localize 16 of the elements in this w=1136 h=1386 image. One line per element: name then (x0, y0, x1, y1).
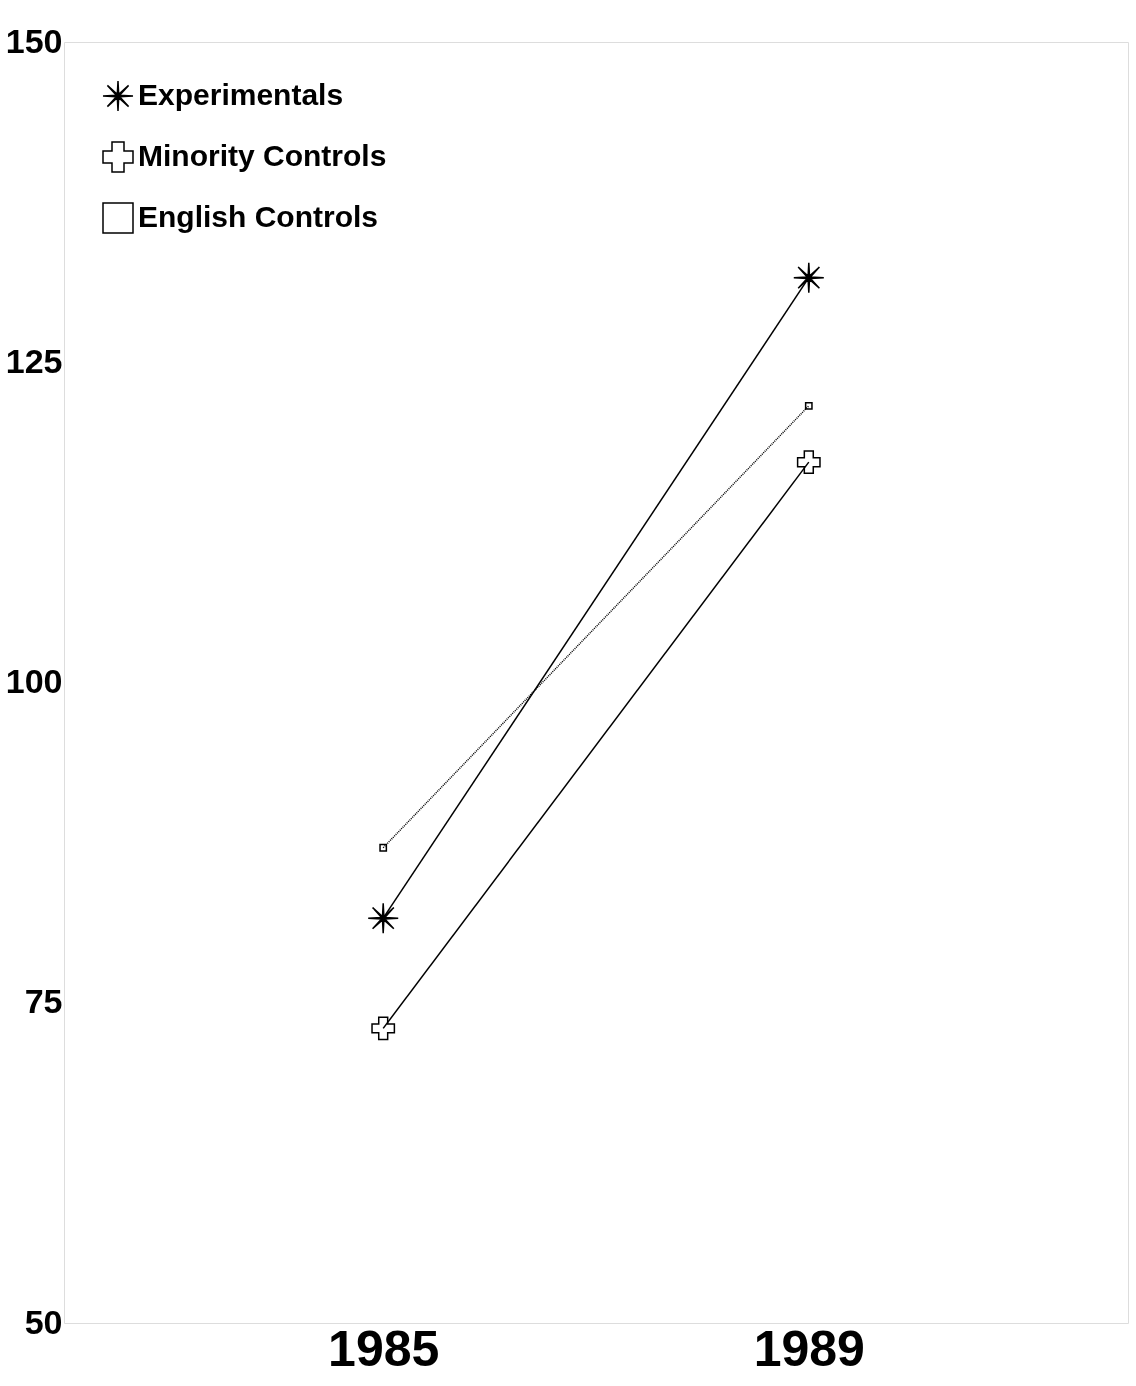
legend-label: Experimentals (138, 78, 344, 111)
x-tick-label: 1989 (753, 1320, 865, 1377)
y-tick-label: 50 (24, 1302, 63, 1341)
point (371, 1016, 396, 1041)
y-tick-label: 125 (5, 341, 63, 380)
legend-label: Minority Controls (138, 139, 387, 172)
point (367, 902, 399, 934)
point (804, 401, 813, 410)
y-tick-label: 75 (24, 982, 63, 1021)
legend-label: English Controls (138, 200, 378, 233)
point (379, 843, 388, 852)
point (796, 450, 821, 475)
point (793, 261, 825, 294)
y-tick-label: 100 (5, 662, 63, 700)
y-tick-label: 150 (5, 21, 63, 60)
x-tick-label: 1985 (328, 1320, 440, 1377)
